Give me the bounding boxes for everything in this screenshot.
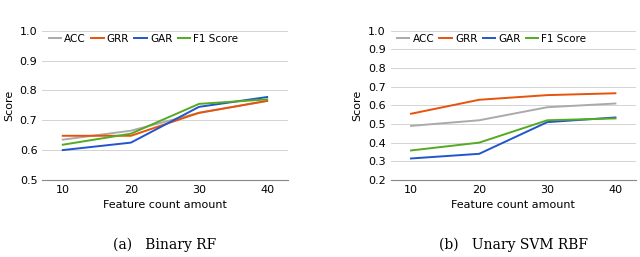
ACC bbox=[59, 138, 67, 141]
F1 Score bbox=[476, 141, 483, 144]
Line: ACC: ACC bbox=[411, 104, 616, 126]
GAR bbox=[195, 105, 203, 108]
GRR bbox=[476, 98, 483, 101]
GRR bbox=[59, 134, 67, 137]
Line: ACC: ACC bbox=[63, 101, 267, 140]
GAR bbox=[127, 141, 135, 144]
GAR bbox=[263, 96, 271, 99]
GRR bbox=[612, 92, 620, 95]
GAR bbox=[543, 121, 551, 124]
Y-axis label: Score: Score bbox=[353, 90, 362, 121]
GAR bbox=[59, 149, 67, 152]
Text: (b)   Unary SVM RBF: (b) Unary SVM RBF bbox=[438, 237, 588, 252]
GAR bbox=[407, 157, 415, 160]
X-axis label: Feature count amount: Feature count amount bbox=[103, 200, 227, 210]
ACC bbox=[263, 99, 271, 103]
Line: GAR: GAR bbox=[411, 117, 616, 159]
GAR bbox=[476, 152, 483, 155]
GAR bbox=[612, 116, 620, 119]
GRR bbox=[127, 134, 135, 137]
F1 Score bbox=[612, 117, 620, 120]
X-axis label: Feature count amount: Feature count amount bbox=[451, 200, 575, 210]
GRR bbox=[195, 111, 203, 114]
F1 Score bbox=[263, 98, 271, 101]
GRR bbox=[263, 99, 271, 103]
ACC bbox=[407, 124, 415, 127]
Text: (a)   Binary RF: (a) Binary RF bbox=[113, 237, 216, 252]
GRR bbox=[407, 112, 415, 115]
ACC bbox=[612, 102, 620, 105]
Line: GRR: GRR bbox=[411, 93, 616, 114]
Line: F1 Score: F1 Score bbox=[63, 99, 267, 145]
Line: F1 Score: F1 Score bbox=[411, 118, 616, 150]
ACC bbox=[476, 119, 483, 122]
F1 Score bbox=[59, 143, 67, 146]
F1 Score bbox=[543, 119, 551, 122]
Legend: ACC, GRR, GAR, F1 Score: ACC, GRR, GAR, F1 Score bbox=[396, 33, 588, 45]
F1 Score bbox=[127, 132, 135, 135]
F1 Score bbox=[195, 102, 203, 105]
ACC bbox=[127, 129, 135, 132]
Line: GRR: GRR bbox=[63, 101, 267, 136]
F1 Score bbox=[407, 149, 415, 152]
Legend: ACC, GRR, GAR, F1 Score: ACC, GRR, GAR, F1 Score bbox=[47, 33, 239, 45]
Line: GAR: GAR bbox=[63, 97, 267, 150]
ACC bbox=[543, 106, 551, 109]
ACC bbox=[195, 111, 203, 114]
Y-axis label: Score: Score bbox=[4, 90, 14, 121]
GRR bbox=[543, 94, 551, 97]
